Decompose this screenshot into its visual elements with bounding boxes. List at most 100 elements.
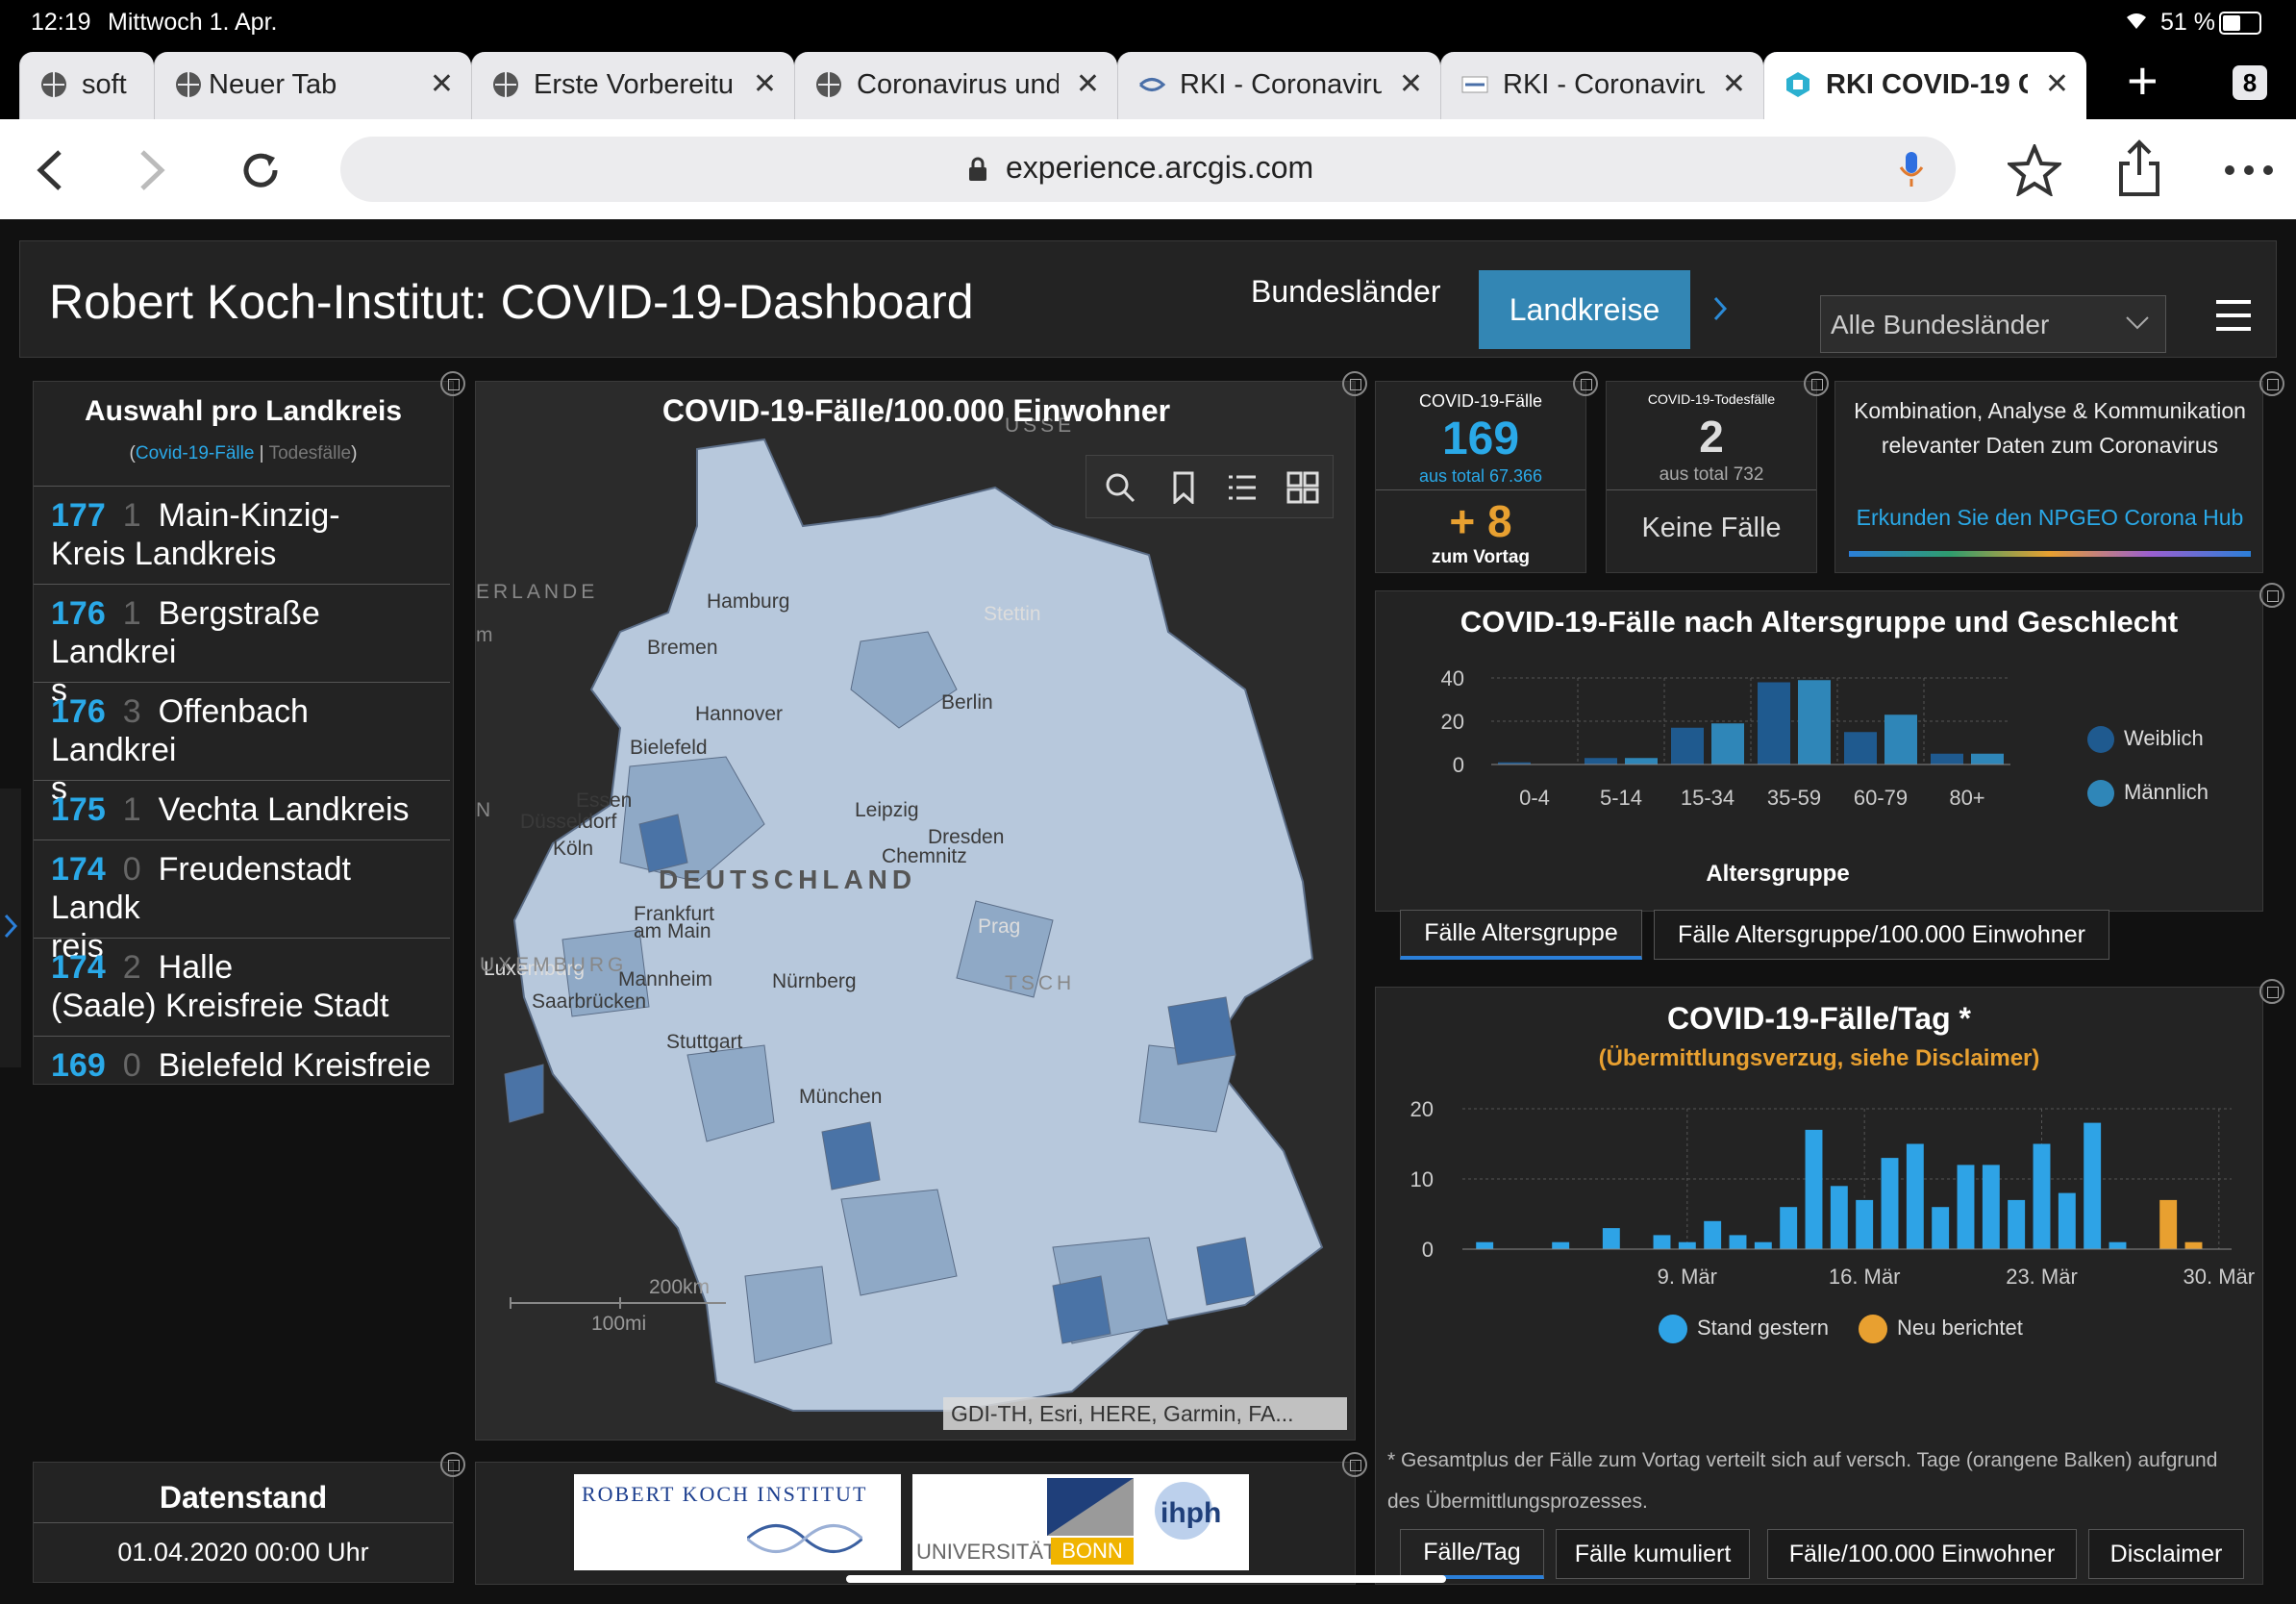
age-bar[interactable] bbox=[1671, 727, 1704, 764]
legend-list-icon[interactable] bbox=[1227, 473, 1258, 502]
age-bar[interactable] bbox=[1798, 680, 1831, 764]
daily-bar[interactable] bbox=[1602, 1228, 1620, 1249]
daily-bar[interactable] bbox=[1476, 1241, 1494, 1249]
back-icon[interactable] bbox=[33, 148, 67, 192]
microphone-icon[interactable] bbox=[1898, 150, 1925, 188]
tab-faelle-kumuliert[interactable]: Fälle kumuliert bbox=[1556, 1529, 1750, 1579]
close-tab-icon[interactable]: ✕ bbox=[1075, 68, 1100, 100]
landkreis-list-item[interactable]: 174 0 Freudenstadt Landk reis bbox=[34, 840, 450, 965]
browser-tab-5[interactable]: RKI - Coronaviru ✕ bbox=[1440, 52, 1763, 119]
landkreis-list-item[interactable]: 176 3 Offenbach Landkrei s bbox=[34, 682, 450, 807]
subtitle-cases[interactable]: Covid-19-Fälle bbox=[135, 443, 255, 464]
age-bar[interactable] bbox=[1971, 753, 2004, 764]
landkreis-list-item[interactable]: 176 1 Bergstraße Landkrei s bbox=[34, 584, 450, 709]
expand-icon[interactable] bbox=[2259, 371, 2284, 396]
map-attribution[interactable]: GDI-TH, Esri, HERE, Garmin, FA... bbox=[943, 1397, 1347, 1430]
expand-icon[interactable] bbox=[1804, 371, 1829, 396]
more-options-icon[interactable] bbox=[2223, 163, 2275, 177]
browser-tab-1[interactable]: Neuer Tab ✕ bbox=[154, 52, 471, 119]
daily-bar[interactable] bbox=[2058, 1192, 2076, 1249]
close-tab-icon[interactable]: ✕ bbox=[2044, 68, 2069, 100]
search-icon[interactable] bbox=[1104, 471, 1136, 504]
legend-item[interactable]: Neu berichtet bbox=[1859, 1315, 2023, 1343]
daily-bar[interactable] bbox=[2109, 1241, 2127, 1249]
landkreis-list-item[interactable]: 175 1 Vechta Landkreis bbox=[34, 780, 450, 840]
tab-faelle-altersgruppe[interactable]: Fälle Altersgruppe bbox=[1400, 910, 1642, 960]
browser-tab-4[interactable]: RKI - Coronaviru ✕ bbox=[1117, 52, 1440, 119]
expand-icon[interactable] bbox=[2259, 979, 2284, 1004]
address-bar[interactable]: experience.arcgis.com bbox=[340, 137, 1956, 202]
age-bar[interactable] bbox=[1758, 682, 1790, 765]
expand-icon[interactable] bbox=[1573, 371, 1598, 396]
daily-bar[interactable] bbox=[1729, 1235, 1747, 1249]
expand-icon[interactable] bbox=[440, 1452, 465, 1477]
daily-bar[interactable] bbox=[2033, 1143, 2051, 1250]
uni-bonn-ihph-logo[interactable]: UNIVERSITÄT BONN ihph bbox=[912, 1474, 1249, 1570]
daily-bar[interactable] bbox=[2084, 1122, 2102, 1249]
daily-bar[interactable] bbox=[1805, 1129, 1823, 1249]
landkreis-list-item[interactable]: 177 1 Main-Kinzig- Kreis Landkreis bbox=[34, 486, 450, 584]
landkreis-list-item[interactable]: 174 2 Halle (Saale) Kreisfreie Stadt bbox=[34, 938, 450, 1036]
tab-faelle-tag[interactable]: Fälle/Tag bbox=[1400, 1529, 1544, 1579]
bookmark-star-icon[interactable] bbox=[2008, 144, 2061, 196]
bundesland-select[interactable]: Alle Bundesländer bbox=[1820, 295, 2166, 353]
germany-choropleth-map[interactable]: Hamburg Bremen Stettin Hannover Berlin Bielef… bbox=[476, 382, 1356, 1441]
age-bar[interactable] bbox=[1844, 732, 1877, 764]
age-bar[interactable] bbox=[1625, 758, 1658, 764]
daily-bar[interactable] bbox=[1704, 1220, 1722, 1249]
daily-bar[interactable] bbox=[1780, 1207, 1798, 1249]
tab-count-button[interactable]: 8 bbox=[2233, 65, 2267, 100]
reload-icon[interactable] bbox=[237, 146, 285, 194]
subtitle-deaths[interactable]: Todesfälle bbox=[268, 443, 352, 464]
daily-bar[interactable] bbox=[1653, 1235, 1671, 1249]
age-bar[interactable] bbox=[1585, 758, 1617, 764]
daily-bar[interactable] bbox=[1982, 1165, 2000, 1249]
daily-bar[interactable] bbox=[1830, 1186, 1848, 1249]
daily-bar[interactable] bbox=[2008, 1199, 2026, 1249]
close-tab-icon[interactable]: ✕ bbox=[1721, 68, 1746, 100]
expand-icon[interactable] bbox=[1342, 371, 1367, 396]
daily-bar[interactable] bbox=[2159, 1199, 2178, 1249]
tab-disclaimer[interactable]: Disclaimer bbox=[2088, 1529, 2244, 1579]
daily-bar[interactable] bbox=[1552, 1241, 1570, 1249]
daily-bar[interactable] bbox=[1932, 1207, 1950, 1249]
daily-bar[interactable] bbox=[1754, 1241, 1772, 1249]
close-tab-icon[interactable]: ✕ bbox=[752, 68, 777, 100]
map-panel[interactable]: Hamburg Bremen Stettin Hannover Berlin Bielef… bbox=[475, 381, 1356, 1441]
close-tab-icon[interactable]: ✕ bbox=[429, 68, 454, 100]
tab-faelle-100k[interactable]: Fälle/100.000 Einwohner bbox=[1767, 1529, 2077, 1579]
daily-bar[interactable] bbox=[1881, 1158, 1899, 1249]
browser-tab-0[interactable]: soft bbox=[19, 52, 154, 119]
legend-item[interactable]: Weiblich bbox=[2087, 726, 2204, 754]
forward-icon[interactable] bbox=[135, 148, 169, 192]
expand-icon[interactable] bbox=[2259, 583, 2284, 608]
bookmark-icon[interactable] bbox=[1171, 471, 1196, 504]
browser-tab-6[interactable]: RKI COVID-19 G ✕ bbox=[1763, 52, 2086, 119]
age-bar[interactable] bbox=[1711, 723, 1744, 764]
npgeo-hub-link[interactable]: Erkunden Sie den NPGEO Corona Hub bbox=[1856, 505, 2244, 530]
daily-bar[interactable] bbox=[1856, 1199, 1874, 1249]
daily-bar[interactable] bbox=[1678, 1241, 1696, 1249]
daily-bar[interactable] bbox=[1906, 1143, 1924, 1250]
expand-icon[interactable] bbox=[440, 371, 465, 396]
share-icon[interactable] bbox=[2115, 138, 2163, 198]
close-tab-icon[interactable]: ✕ bbox=[1398, 68, 1423, 100]
browser-tab-2[interactable]: Erste Vorbereitu ✕ bbox=[471, 52, 794, 119]
expand-icon[interactable] bbox=[1342, 1452, 1367, 1477]
daily-bar[interactable] bbox=[1957, 1165, 1975, 1249]
chevron-right-icon[interactable] bbox=[1712, 295, 1728, 322]
legend-item[interactable]: Stand gestern bbox=[1659, 1315, 1829, 1343]
new-tab-button[interactable]: + bbox=[2127, 50, 2159, 111]
basemap-gallery-icon[interactable] bbox=[1286, 471, 1319, 504]
menu-icon[interactable] bbox=[2214, 299, 2253, 332]
legend-item[interactable]: Männlich bbox=[2087, 780, 2209, 808]
browser-tab-3[interactable]: Coronavirus und ✕ bbox=[794, 52, 1117, 119]
age-bar[interactable] bbox=[1931, 753, 1963, 764]
daily-bar[interactable] bbox=[2184, 1241, 2203, 1249]
tab-faelle-altersgruppe-100k[interactable]: Fälle Altersgruppe/100.000 Einwohner bbox=[1654, 910, 2109, 960]
rki-logo[interactable]: ROBERT KOCH INSTITUT bbox=[574, 1474, 901, 1570]
side-panel-toggle[interactable] bbox=[0, 789, 21, 1067]
age-bar[interactable] bbox=[1884, 714, 1917, 764]
tab-landkreise[interactable]: Landkreise bbox=[1479, 270, 1690, 349]
